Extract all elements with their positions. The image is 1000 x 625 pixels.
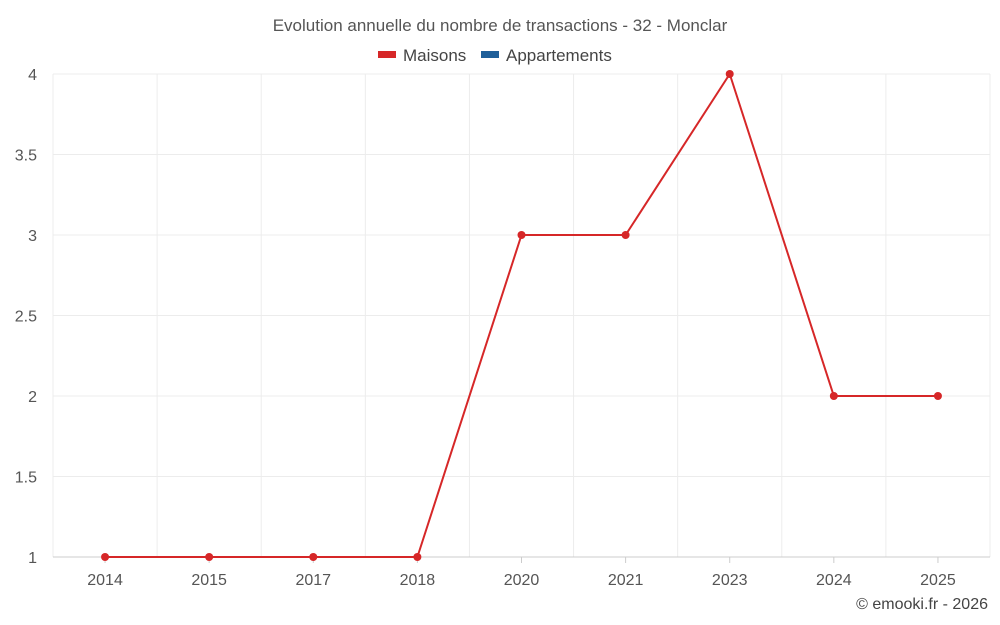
data-point[interactable]	[933, 392, 942, 400]
x-tick-label: 2020	[504, 572, 540, 589]
y-tick-label: 2	[28, 389, 37, 406]
y-tick-label: 3.5	[15, 148, 37, 165]
x-tick-label: 2018	[400, 572, 436, 589]
x-tick-label: 2023	[712, 572, 748, 589]
legend: Maisons Appartements	[378, 46, 612, 65]
y-axis: 1 1.5 2 2.5 3 3.5 4	[15, 67, 37, 567]
legend-swatch-appartements	[481, 51, 499, 58]
data-point[interactable]	[621, 231, 630, 239]
y-tick-label: 3	[28, 228, 37, 245]
data-point[interactable]	[829, 392, 838, 400]
series-maisons	[101, 70, 942, 561]
data-point[interactable]	[101, 553, 110, 561]
y-tick-label: 1	[28, 550, 37, 567]
data-point[interactable]	[725, 70, 734, 78]
data-point[interactable]	[413, 553, 422, 561]
x-tick-label: 2025	[920, 572, 956, 589]
x-tick-label: 2015	[191, 572, 227, 589]
legend-label-maisons: Maisons	[403, 46, 466, 65]
chart-title: Evolution annuelle du nombre de transact…	[273, 16, 728, 35]
data-point[interactable]	[205, 553, 214, 561]
credit-text: © emooki.fr - 2026	[856, 596, 988, 613]
legend-swatch-maisons	[378, 51, 396, 58]
x-tick-label: 2014	[87, 572, 123, 589]
data-point[interactable]	[309, 553, 318, 561]
y-tick-label: 2.5	[15, 309, 37, 326]
x-tick-label: 2021	[608, 572, 644, 589]
x-tick-label: 2017	[295, 572, 331, 589]
grid	[52, 73, 991, 557]
legend-item-appartements[interactable]: Appartements	[481, 46, 612, 65]
y-tick-label: 4	[28, 67, 37, 84]
x-tick-label: 2024	[816, 572, 852, 589]
data-point[interactable]	[517, 231, 526, 239]
x-axis: 2014 2015 2017 2018 2020 2021 2023 2024 2025	[53, 556, 990, 589]
legend-item-maisons[interactable]: Maisons	[378, 46, 466, 65]
y-tick-label: 1.5	[15, 470, 37, 487]
legend-label-appartements: Appartements	[506, 46, 612, 65]
